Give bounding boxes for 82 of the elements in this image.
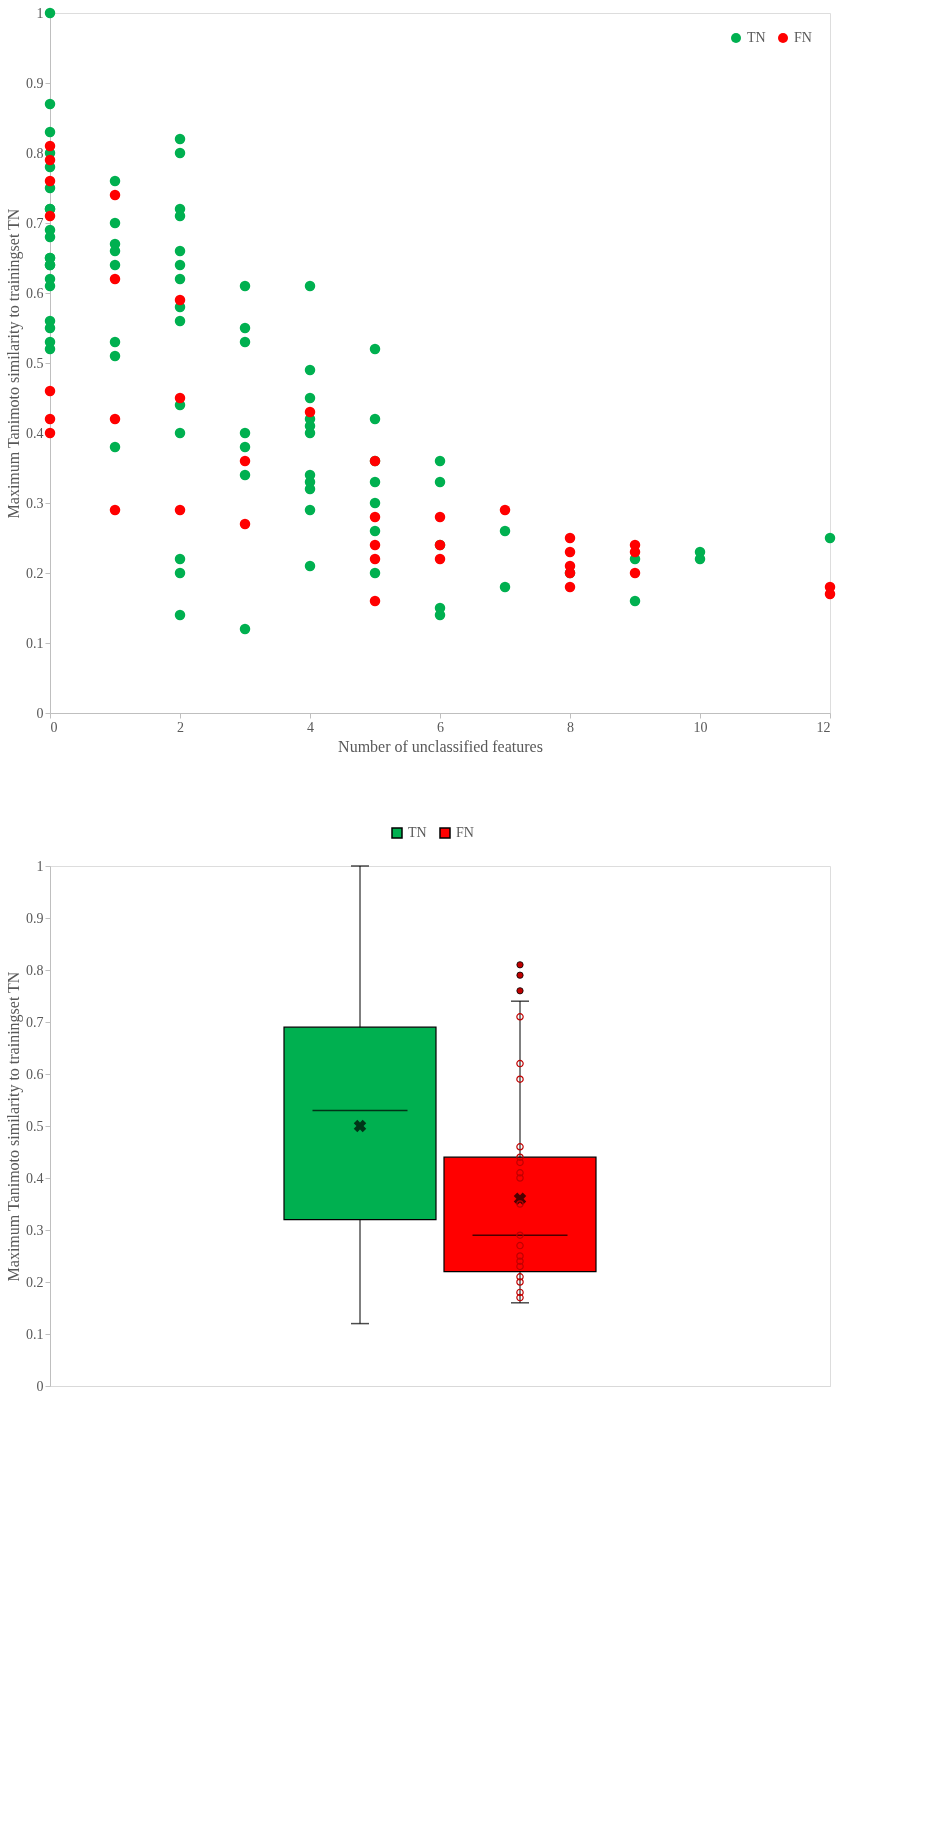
point — [44, 154, 56, 166]
y-tick-label: 0 — [36, 705, 44, 721]
legend-label: FN — [456, 825, 474, 840]
point — [174, 294, 186, 306]
x-axis-title: Number of unclassified features — [338, 737, 543, 755]
x-tick-label: 12 — [816, 719, 831, 735]
point — [304, 406, 316, 418]
point — [44, 140, 56, 152]
point — [629, 567, 641, 579]
y-tick-label: 0.7 — [26, 1014, 44, 1030]
y-tick-label: 0.1 — [26, 635, 44, 651]
point — [109, 189, 121, 201]
point — [174, 504, 186, 516]
point — [516, 1241, 524, 1250]
point — [516, 1262, 524, 1271]
point — [499, 504, 511, 516]
point — [109, 413, 121, 425]
point — [109, 504, 121, 516]
point — [516, 1288, 524, 1297]
y-tick-label: 0.2 — [26, 565, 44, 581]
point — [239, 455, 251, 467]
point — [516, 1013, 524, 1021]
point — [516, 1231, 524, 1239]
x-tick-label: 6 — [437, 719, 444, 735]
x-tick-label: 2 — [177, 719, 184, 735]
point — [369, 511, 381, 523]
y-tick-label: 0.4 — [26, 1170, 44, 1186]
point — [516, 1174, 524, 1182]
y-axis-title: Maximum Tanimoto similarity to trainingset TN — [5, 208, 23, 519]
point — [516, 1200, 524, 1208]
point — [109, 273, 121, 285]
y-tick-label: 0.6 — [26, 285, 44, 301]
point — [44, 427, 56, 439]
point — [369, 553, 381, 565]
y-tick-label: 1 — [36, 5, 44, 21]
y-tick-label: 0.8 — [26, 962, 44, 978]
point — [516, 1059, 524, 1068]
legend-label: FN — [794, 30, 812, 45]
point — [516, 1075, 524, 1083]
y-tick-label: 0.9 — [26, 910, 44, 926]
y-tick-label: 0.5 — [26, 355, 44, 371]
point — [44, 413, 56, 425]
y-tick-label: 0.5 — [26, 1118, 44, 1134]
point — [369, 539, 381, 551]
y-axis-title: Maximum Tanimoto similarity to trainingset TN — [5, 971, 23, 1282]
x-tick-label: 4 — [307, 719, 314, 735]
point — [44, 175, 56, 187]
x-tick-label: 8 — [567, 719, 574, 735]
point — [516, 1293, 524, 1302]
point — [434, 553, 446, 565]
y-tick-label: 0.1 — [26, 1326, 44, 1342]
point — [516, 1169, 524, 1177]
y-tick-label: 0.4 — [26, 425, 44, 441]
y-tick-label: 0.3 — [26, 1222, 44, 1238]
legend-label: TN — [747, 30, 766, 45]
point — [516, 1257, 524, 1265]
point — [516, 1143, 524, 1151]
y-tick-label: 0.2 — [26, 1274, 44, 1290]
y-tick-label: 0.9 — [26, 75, 44, 91]
y-tick-label: 0.3 — [26, 495, 44, 511]
x-tick-label: 0 — [50, 719, 58, 735]
point — [44, 210, 56, 222]
point — [174, 392, 186, 404]
y-tick-label: 0.8 — [26, 145, 44, 161]
legend-label: TN — [408, 825, 427, 840]
point — [516, 1158, 524, 1167]
point — [516, 1273, 524, 1281]
point — [434, 511, 446, 523]
point — [44, 385, 56, 397]
point — [239, 518, 251, 530]
y-tick-label: 0.7 — [26, 215, 44, 231]
point — [516, 1252, 524, 1260]
x-tick-label: 10 — [693, 719, 708, 735]
point — [564, 546, 576, 558]
y-tick-label: 0 — [36, 1378, 44, 1394]
point — [516, 1278, 524, 1286]
point — [369, 595, 381, 607]
y-tick-label: 0.6 — [26, 1066, 44, 1082]
y-tick-label: 1 — [36, 858, 44, 874]
point — [564, 532, 576, 544]
point — [564, 581, 576, 593]
point — [516, 1153, 524, 1161]
